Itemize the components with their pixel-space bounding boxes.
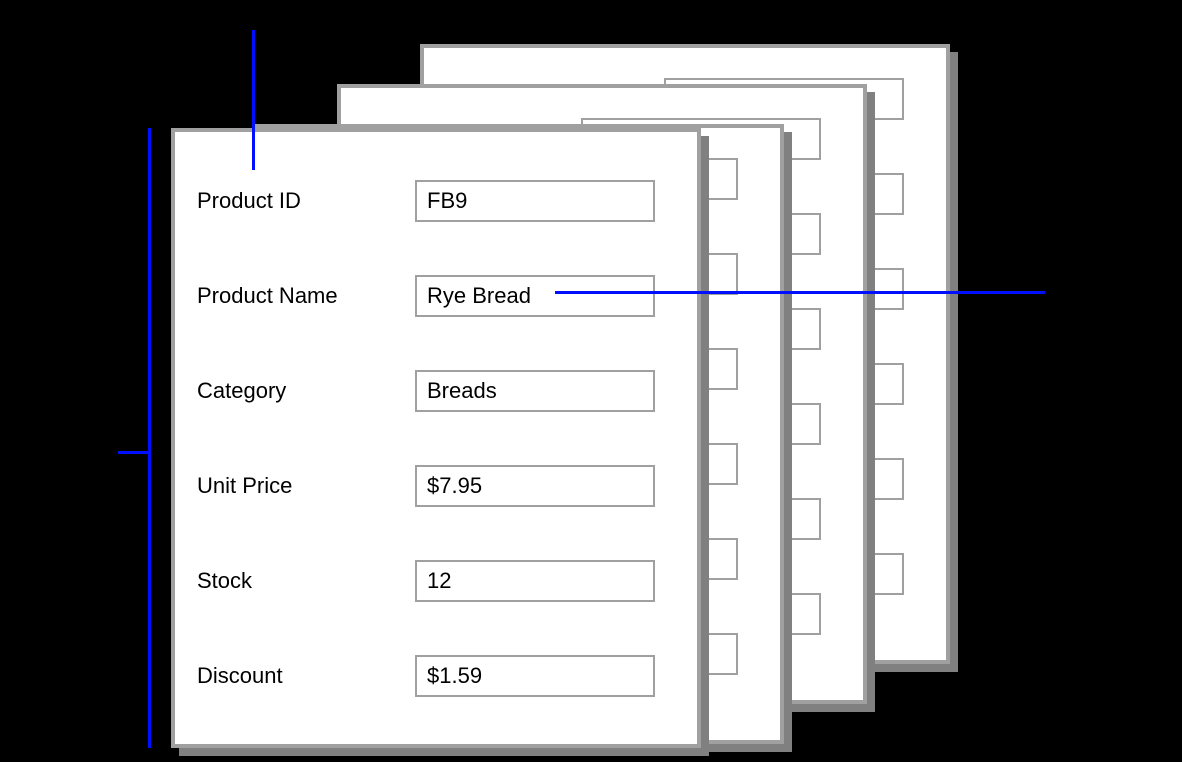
input-product-id[interactable]: FB9 [415, 180, 655, 222]
label-product-id: Product ID [197, 180, 301, 222]
label-product-name: Product Name [197, 275, 338, 317]
input-stock[interactable]: 12 [415, 560, 655, 602]
front-card: Product ID FB9 Product Name Rye Bread Ca… [171, 128, 701, 748]
callout-name-line [555, 291, 1045, 294]
label-category: Category [197, 370, 286, 412]
input-discount[interactable]: $1.59 [415, 655, 655, 697]
input-category[interactable]: Breads [415, 370, 655, 412]
diagram-stage: Product ID FB9 Product Name Rye Bread Ca… [0, 0, 1182, 762]
label-stock: Stock [197, 560, 252, 602]
label-discount: Discount [197, 655, 283, 697]
input-product-name[interactable]: Rye Bread [415, 275, 655, 317]
callout-top-line [252, 30, 255, 170]
label-unit-price: Unit Price [197, 465, 292, 507]
callout-form-height-tick [118, 451, 151, 454]
input-unit-price[interactable]: $7.95 [415, 465, 655, 507]
callout-form-height-line [148, 128, 151, 748]
